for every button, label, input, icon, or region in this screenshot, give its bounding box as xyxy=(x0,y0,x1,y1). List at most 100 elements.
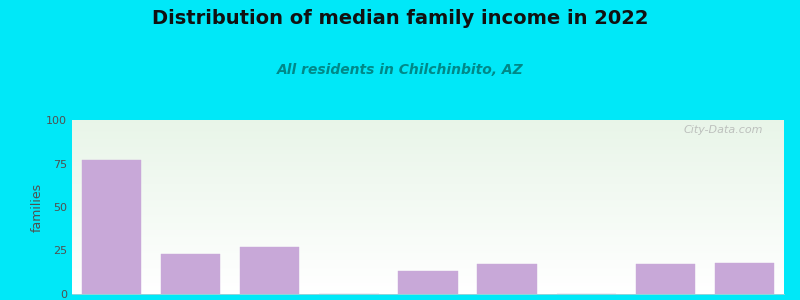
Bar xyxy=(72,205,784,206)
Bar xyxy=(72,214,784,215)
Bar xyxy=(72,135,784,136)
Bar xyxy=(72,180,784,181)
Bar xyxy=(72,136,784,137)
Bar xyxy=(72,218,784,219)
Bar xyxy=(72,292,784,293)
Bar xyxy=(72,143,784,144)
Bar xyxy=(72,271,784,272)
Bar xyxy=(72,267,784,268)
Bar xyxy=(72,155,784,156)
Bar xyxy=(72,238,784,239)
Text: City-Data.com: City-Data.com xyxy=(683,125,762,135)
Bar xyxy=(72,291,784,292)
Bar xyxy=(72,280,784,281)
Bar xyxy=(72,179,784,180)
Bar xyxy=(72,198,784,199)
Bar xyxy=(72,229,784,230)
Bar xyxy=(72,244,784,245)
Bar xyxy=(636,264,695,294)
Bar xyxy=(72,120,784,121)
Bar xyxy=(72,233,784,234)
Bar xyxy=(72,265,784,266)
Bar xyxy=(72,201,784,202)
Bar xyxy=(72,176,784,177)
Bar xyxy=(72,177,784,178)
Bar xyxy=(72,209,784,210)
Bar xyxy=(72,239,784,240)
Bar xyxy=(240,247,299,294)
Bar xyxy=(72,281,784,282)
Bar xyxy=(72,141,784,142)
Bar xyxy=(72,207,784,208)
Bar xyxy=(72,122,784,123)
Bar xyxy=(72,137,784,138)
Bar xyxy=(72,151,784,152)
Bar xyxy=(72,245,784,246)
Bar xyxy=(72,188,784,189)
Bar xyxy=(72,261,784,262)
Bar xyxy=(72,251,784,252)
Bar xyxy=(72,276,784,277)
Bar xyxy=(72,232,784,233)
Text: All residents in Chilchinbito, AZ: All residents in Chilchinbito, AZ xyxy=(277,63,523,77)
Bar xyxy=(72,170,784,171)
Bar xyxy=(72,237,784,238)
Bar xyxy=(72,259,784,260)
Bar xyxy=(72,275,784,276)
Bar xyxy=(72,274,784,275)
Bar xyxy=(72,241,784,242)
Bar xyxy=(72,154,784,155)
Bar xyxy=(72,285,784,286)
Bar xyxy=(72,226,784,227)
Bar xyxy=(72,172,784,173)
Bar xyxy=(72,220,784,221)
Bar xyxy=(72,230,784,231)
Bar xyxy=(72,254,784,255)
Bar xyxy=(72,125,784,126)
Bar xyxy=(72,210,784,211)
Bar xyxy=(72,139,784,140)
Bar xyxy=(72,161,784,162)
Bar xyxy=(72,258,784,259)
Bar xyxy=(72,195,784,196)
Bar xyxy=(72,168,784,169)
Bar xyxy=(72,197,784,198)
Bar xyxy=(72,248,784,249)
Bar xyxy=(72,228,784,229)
Bar xyxy=(72,191,784,192)
Bar xyxy=(72,121,784,122)
Bar xyxy=(72,255,784,256)
Bar xyxy=(72,187,784,188)
Bar xyxy=(72,163,784,164)
Bar xyxy=(72,158,784,159)
Bar xyxy=(72,134,784,135)
Bar xyxy=(72,216,784,217)
Bar xyxy=(72,211,784,212)
Bar xyxy=(72,272,784,273)
Bar xyxy=(72,203,784,204)
Bar xyxy=(72,160,784,161)
Bar xyxy=(72,217,784,218)
Bar xyxy=(72,235,784,236)
Bar xyxy=(72,223,784,224)
Bar xyxy=(72,185,784,186)
Bar xyxy=(72,189,784,190)
Bar xyxy=(72,131,784,132)
Bar xyxy=(72,123,784,124)
Bar xyxy=(72,173,784,174)
Bar xyxy=(72,178,784,179)
Bar xyxy=(72,262,784,263)
Bar xyxy=(72,219,784,220)
Bar xyxy=(72,156,784,157)
Bar xyxy=(72,236,784,237)
Bar xyxy=(72,250,784,251)
Bar xyxy=(72,293,784,294)
Bar xyxy=(72,287,784,288)
Bar xyxy=(72,127,784,128)
Bar xyxy=(72,279,784,280)
Bar xyxy=(72,286,784,287)
Bar xyxy=(72,171,784,172)
Bar xyxy=(72,268,784,269)
Bar xyxy=(72,243,784,244)
Bar xyxy=(72,157,784,158)
